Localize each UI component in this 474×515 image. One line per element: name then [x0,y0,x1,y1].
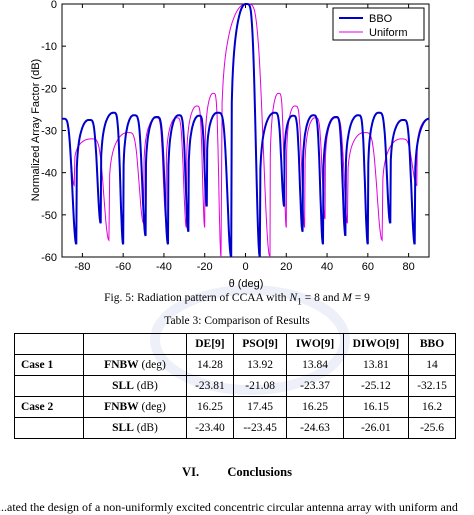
value-cell: 16.15 [342,396,410,418]
y-tick-label: 0 [51,0,57,11]
value-cell: 13.84 [286,354,344,376]
table-row: SLL (dB) -23.81 -21.08 -23.37 -25.12 -32.15 [14,375,456,397]
y-tick-label: -10 [41,41,57,53]
header-de: DE[9] [186,333,234,355]
header-empty-2 [83,333,187,355]
metric-name: SLL [112,422,134,434]
metric-cell: SLL (dB) [83,417,187,439]
metric-unit: (deg) [138,359,166,371]
value-cell: -23.37 [286,375,344,397]
value-cell: -23.40 [186,417,234,439]
table-row: SLL (dB) -23.40 --23.45 -24.63 -26.01 -25.6 [14,417,456,439]
caption-prefix: Fig. 5: Radiation pattern of CCAA with [104,292,290,304]
metric-unit: (dB) [133,380,158,392]
caption-n: N [289,292,298,304]
metric-cell: FNBW (deg) [83,396,187,418]
value-cell: 17.45 [232,396,288,418]
y-tick-label: -40 [41,168,57,180]
x-tick-label: 20 [280,261,292,273]
y-tick-label: -60 [41,252,57,264]
case-cell: Case 1 [14,354,84,376]
value-cell: 13.81 [342,354,410,376]
radiation-pattern-chart: -80 -60 -40 -20 0 20 40 60 80 0 -10 -20 -30 -40 -50 -60… [30,0,430,290]
axis-ticks: -80 -60 -40 -20 0 20 40 60 80 0 -10 -20 -30 -40 -50 -60 [41,0,429,273]
x-tick-label: 40 [321,261,333,273]
value-cell: 16.25 [286,396,344,418]
curves [62,3,429,258]
metric-unit: (deg) [138,401,166,413]
x-tick-label: 80 [402,261,414,273]
legend-label: Uniform [369,27,408,39]
metric-cell: FNBW (deg) [83,354,187,376]
x-tick-label: 60 [362,261,374,273]
x-tick-label: -40 [156,261,172,273]
caption-suffix: = 9 [351,292,370,304]
value-cell: 14.28 [186,354,234,376]
caption-m: M [342,292,352,304]
value-cell: -25.12 [342,375,410,397]
header-iwo: IWO[9] [286,333,344,355]
y-tick-label: -20 [41,83,57,95]
value-cell: 13.92 [232,354,288,376]
case-cell [14,375,84,397]
x-tick-label: -60 [115,261,131,273]
metric-name: SLL [112,380,134,392]
caption-n-sub: 1 [297,296,302,308]
plot-area [61,3,430,258]
metric-cell: SLL (dB) [83,375,187,397]
table-header-row: DE[9] PSO[9] IWO[9] DIWO[9] BBO [14,333,456,355]
value-cell: -25.6 [408,417,456,439]
legend: BBO Uniform [332,7,425,41]
x-tick-label: -80 [74,261,90,273]
table-title: Table 3: Comparison of Results [164,315,310,327]
header-pso: PSO[9] [232,333,288,355]
value-cell: 16.2 [408,396,456,418]
value-cell: -23.81 [186,375,234,397]
figure-caption: Fig. 5: Radiation pattern of CCAA with N… [0,292,474,307]
header-diwo: DIWO[9] [342,333,410,355]
section-heading: VI. Conclusions [0,465,474,480]
case-cell [14,417,84,439]
y-tick-label: -50 [41,210,57,222]
metric-name: FNBW [104,359,139,371]
case-cell: Case 2 [14,396,84,418]
x-tick-label: 0 [242,261,248,273]
legend-label: BBO [369,13,393,25]
metric-name: FNBW [104,401,139,413]
y-tick-label: -30 [41,126,57,138]
legend-box [332,7,425,41]
section-title: Conclusions [227,465,292,479]
table-row: Case 1 FNBW (deg) 14.28 13.92 13.84 13.81 14 [14,354,456,376]
caption-mid: = 8 and [301,292,343,304]
table-row: Case 2 FNBW (deg) 16.25 17.45 16.25 16.15 16.2 [14,396,456,418]
y-axis-label: Normalized Array Factor (dB) [30,59,42,201]
section-number: VI. [182,465,200,479]
series-bbo-line [62,3,429,258]
value-cell: --23.45 [232,417,288,439]
body-text: ...ated the design of a non-uniformly ex… [0,500,458,514]
value-cell: -21.08 [232,375,288,397]
x-tick-label: -20 [197,261,213,273]
value-cell: 14 [408,354,456,376]
x-axis-label: θ (deg) [229,278,264,290]
header-empty [14,333,84,355]
value-cell: 16.25 [186,396,234,418]
value-cell: -26.01 [342,417,410,439]
header-bbo: BBO [408,333,456,355]
value-cell: -24.63 [286,417,344,439]
metric-unit: (dB) [133,422,158,434]
results-table: DE[9] PSO[9] IWO[9] DIWO[9] BBO Case 1 FN… [14,333,456,439]
value-cell: -32.15 [408,375,456,397]
